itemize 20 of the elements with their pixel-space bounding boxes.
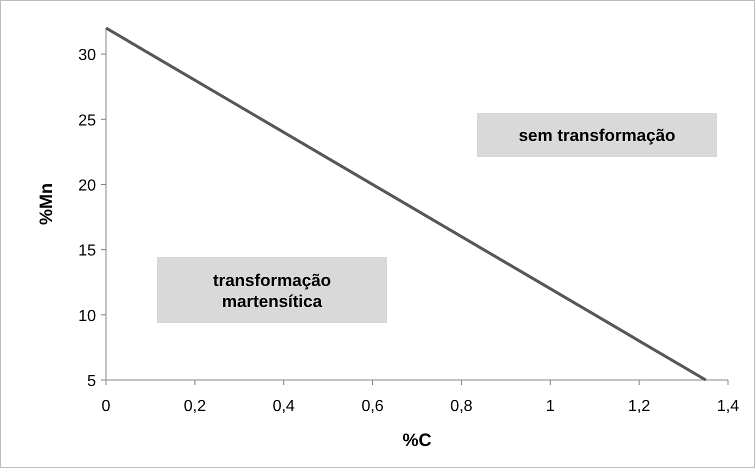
x-tick-label: 1,4 bbox=[716, 398, 740, 415]
y-tick-label: 10 bbox=[78, 308, 96, 325]
x-tick-label: 1 bbox=[546, 398, 555, 415]
annotation: transformação martensítica bbox=[212, 271, 332, 311]
y-tick-label: 30 bbox=[78, 47, 96, 64]
y-tick-label: 20 bbox=[78, 177, 96, 194]
y-tick-label: 15 bbox=[78, 242, 96, 260]
y-tick-label: 25 bbox=[78, 112, 96, 130]
x-tick-label: 1,2 bbox=[628, 398, 650, 415]
label-box: sem transformação bbox=[477, 113, 717, 157]
x-tick-label: 0,6 bbox=[361, 398, 384, 415]
label-box: transformação martensítica bbox=[157, 257, 387, 323]
y-axis-title: %Mn bbox=[36, 183, 56, 225]
x-axis-title: %C bbox=[402, 430, 432, 450]
x-tick-label: 0,8 bbox=[450, 398, 473, 415]
x-tick-label: 0,2 bbox=[184, 398, 206, 415]
y-tick-label: 5 bbox=[87, 373, 96, 390]
x-tick-label: 0,4 bbox=[272, 398, 295, 415]
x-tick-label: 0 bbox=[102, 398, 111, 415]
annotation: sem transformação bbox=[518, 126, 676, 145]
